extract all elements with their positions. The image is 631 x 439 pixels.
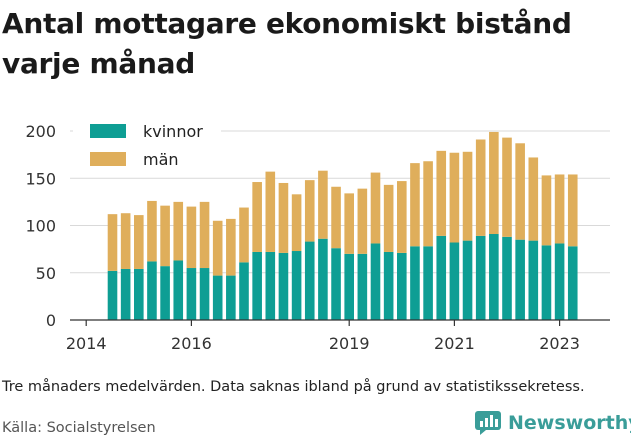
bar-kvinnor bbox=[160, 266, 170, 320]
bar-kvinnor bbox=[265, 251, 276, 320]
bar-man bbox=[423, 161, 433, 247]
legend: kvinnor män bbox=[73, 118, 221, 174]
bar-kvinnor bbox=[515, 239, 525, 320]
x-tick-label: 2014 bbox=[66, 334, 107, 353]
bar-kvinnor bbox=[502, 236, 512, 320]
bar-kvinnor bbox=[462, 240, 473, 320]
bar-kvinnor bbox=[226, 275, 236, 320]
bar-man bbox=[265, 171, 276, 252]
x-tick-label: 2019 bbox=[329, 334, 370, 353]
bar-kvinnor bbox=[436, 235, 447, 320]
bar-kvinnor bbox=[252, 251, 262, 320]
bar-man bbox=[370, 172, 381, 244]
bar-man bbox=[567, 174, 578, 247]
bar-kvinnor bbox=[304, 241, 315, 320]
x-tick-label: 2021 bbox=[434, 334, 475, 353]
bar-man bbox=[291, 194, 302, 252]
y-tick-label: 200 bbox=[25, 122, 56, 141]
bar-kvinnor bbox=[318, 238, 328, 320]
bar-kvinnor bbox=[489, 234, 499, 320]
newsworthy-logo-icon bbox=[475, 411, 501, 435]
bar-man bbox=[226, 218, 236, 276]
bar-kvinnor bbox=[449, 242, 460, 320]
bar-kvinnor bbox=[528, 240, 539, 320]
legend-swatch-man bbox=[90, 152, 126, 166]
legend-swatch-kvinnor bbox=[90, 124, 126, 138]
bar-man bbox=[528, 157, 539, 241]
bar-kvinnor bbox=[331, 248, 341, 320]
brand-name: Newsworthy bbox=[508, 412, 631, 434]
bar-kvinnor bbox=[120, 268, 131, 320]
bar-man bbox=[541, 175, 552, 246]
bar-kvinnor bbox=[541, 245, 552, 320]
bar-kvinnor bbox=[357, 253, 368, 320]
bar-man bbox=[278, 182, 289, 253]
bar-man bbox=[147, 200, 157, 262]
bar-man bbox=[160, 205, 170, 267]
y-tick-label: 150 bbox=[25, 169, 56, 188]
bar-kvinnor bbox=[344, 253, 354, 320]
bar-man bbox=[318, 170, 328, 239]
bar-man bbox=[383, 184, 394, 252]
bar-man bbox=[475, 139, 486, 236]
bar-man bbox=[252, 182, 262, 252]
bar-kvinnor bbox=[291, 251, 302, 320]
bar-kvinnor bbox=[397, 252, 407, 320]
bars bbox=[107, 131, 578, 320]
bar-man bbox=[462, 151, 473, 241]
bar-man bbox=[397, 181, 407, 253]
bar-kvinnor bbox=[199, 268, 210, 320]
legend-label-man: män bbox=[143, 150, 179, 169]
y-tick-label: 100 bbox=[25, 217, 56, 236]
bar-kvinnor bbox=[370, 243, 381, 320]
page-title: Antal mottagare ekonomiskt bistånd varje… bbox=[2, 7, 572, 80]
bar-kvinnor bbox=[107, 270, 118, 320]
bar-kvinnor bbox=[239, 262, 249, 320]
x-tick-label: 2023 bbox=[539, 334, 580, 353]
bar-man bbox=[120, 213, 131, 269]
bar-man bbox=[344, 193, 354, 254]
bar-kvinnor bbox=[410, 246, 420, 320]
bar-man bbox=[357, 188, 368, 254]
bar-man bbox=[199, 201, 210, 269]
newsworthy-brand[interactable]: Newsworthy bbox=[474, 408, 631, 438]
bar-man bbox=[331, 186, 341, 249]
bar-man bbox=[515, 143, 525, 240]
bar-kvinnor bbox=[212, 275, 223, 320]
bar-kvinnor bbox=[567, 246, 578, 320]
bar-man bbox=[304, 180, 315, 242]
stacked-bar-chart: 0 50 100 150 200 2014 2016 2019 2021 2023 kvinnor… bbox=[25, 118, 610, 353]
y-tick-label: 0 bbox=[46, 311, 56, 330]
legend-label-kvinnor: kvinnor bbox=[143, 122, 203, 141]
bar-man bbox=[449, 152, 460, 243]
bar-man bbox=[410, 163, 420, 247]
bar-man bbox=[173, 201, 184, 261]
bar-man bbox=[489, 131, 499, 235]
bar-kvinnor bbox=[134, 268, 144, 320]
bar-man bbox=[436, 150, 447, 236]
bar-kvinnor bbox=[278, 252, 289, 320]
bar-kvinnor bbox=[554, 243, 565, 320]
x-tick-label: 2016 bbox=[171, 334, 212, 353]
axes: 0 50 100 150 200 2014 2016 2019 2021 2023 bbox=[25, 122, 610, 353]
chart-note: Tre månaders medelvärden. Data saknas ib… bbox=[2, 379, 585, 395]
bar-man bbox=[134, 215, 144, 269]
bar-kvinnor bbox=[475, 235, 486, 320]
bar-man bbox=[239, 207, 249, 263]
y-tick-label: 50 bbox=[36, 264, 56, 283]
bar-man bbox=[186, 206, 197, 269]
bar-kvinnor bbox=[423, 246, 433, 320]
bar-kvinnor bbox=[186, 268, 197, 320]
bar-man bbox=[502, 137, 512, 237]
bar-man bbox=[212, 220, 223, 276]
bar-man bbox=[554, 174, 565, 244]
source-text: Källa: Socialstyrelsen bbox=[2, 420, 156, 436]
bar-man bbox=[107, 214, 118, 271]
bar-kvinnor bbox=[147, 261, 157, 320]
bar-kvinnor bbox=[173, 260, 184, 320]
bar-kvinnor bbox=[383, 251, 394, 320]
